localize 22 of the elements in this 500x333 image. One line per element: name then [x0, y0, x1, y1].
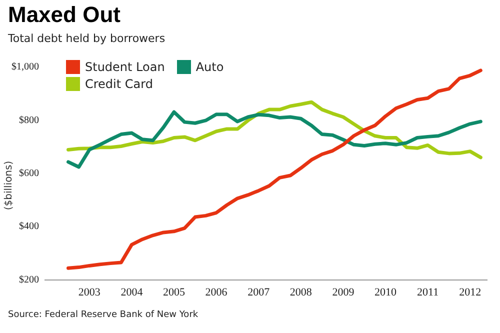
- x-tick-label: 2003: [78, 286, 101, 298]
- chart-title: Maxed Out: [8, 2, 120, 28]
- source-note: Source: Federal Reserve Bank of New York: [8, 310, 198, 320]
- x-tick-label: 2007: [248, 286, 270, 298]
- y-tick-label: $1,000: [12, 62, 39, 73]
- x-tick-label: 2004: [120, 286, 144, 298]
- legend-label: Credit Card: [85, 77, 153, 91]
- legend-label: Auto: [196, 60, 224, 74]
- chart-subtitle: Total debt held by borrowers: [8, 32, 166, 45]
- x-tick-label: 2009: [332, 286, 355, 298]
- y-tick-label: $600: [19, 168, 39, 180]
- y-tick-label: $200: [19, 274, 39, 286]
- x-tick-label: 2006: [205, 286, 228, 298]
- x-tick-label: 2008: [290, 286, 312, 298]
- x-tick-label: 2010: [374, 286, 397, 298]
- y-axis-title: ($billions): [4, 160, 14, 212]
- x-tick-label: 2012: [459, 286, 482, 298]
- x-tick-label: 2005: [163, 286, 186, 298]
- y-tick-label: $800: [19, 114, 39, 126]
- x-tick-label: 2011: [416, 286, 439, 298]
- legend-label: Student Loan: [85, 60, 165, 74]
- y-tick-label: $400: [19, 221, 39, 232]
